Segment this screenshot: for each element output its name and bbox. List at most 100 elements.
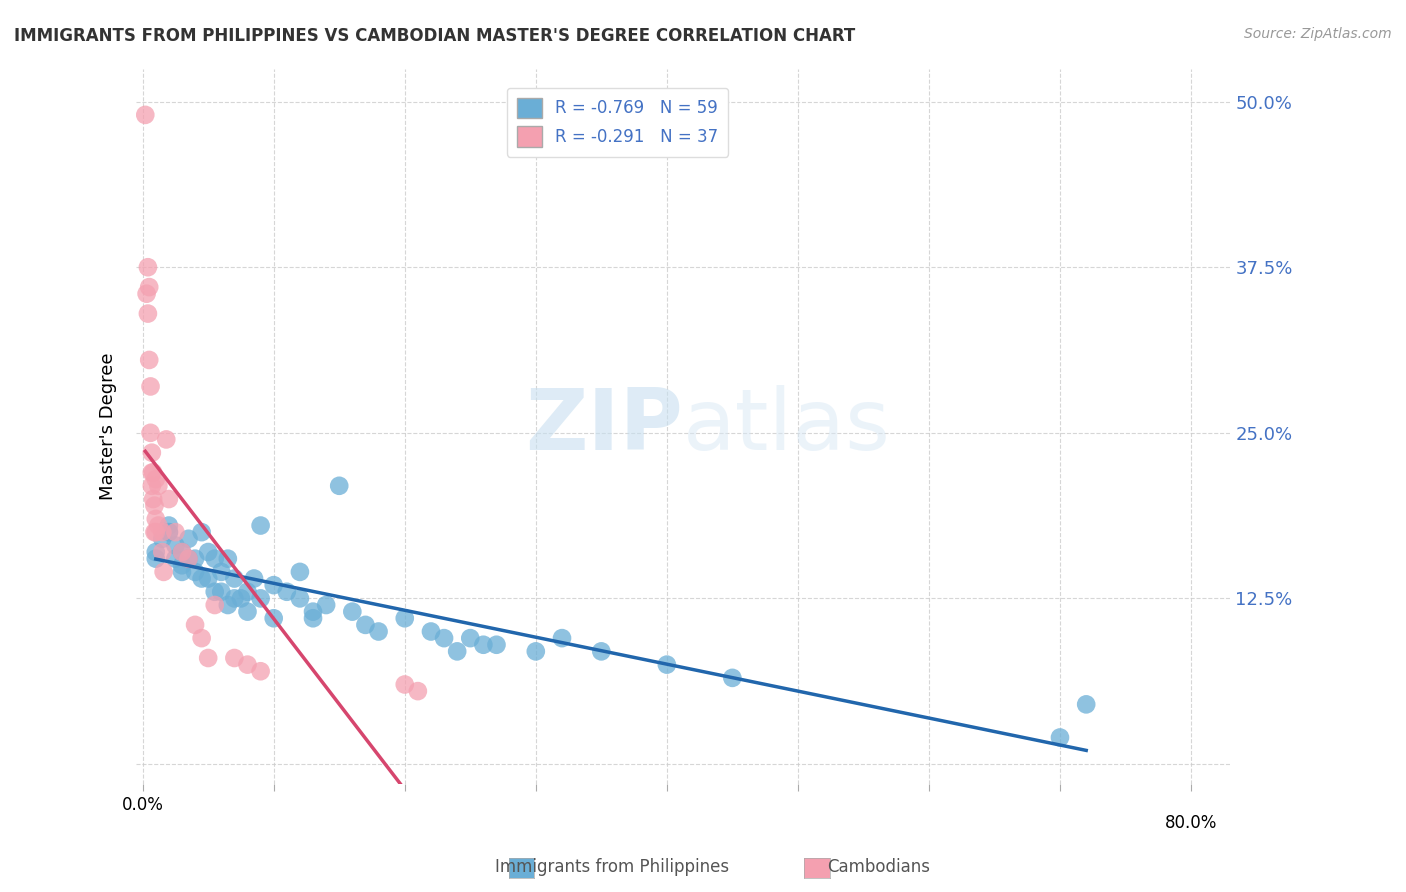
- Point: [204, 551, 226, 566]
- Point: [145, 525, 167, 540]
- Point: [276, 584, 298, 599]
- Point: [170, 545, 193, 559]
- Point: [420, 624, 443, 639]
- Point: [157, 518, 180, 533]
- Point: [367, 624, 389, 639]
- Point: [249, 518, 271, 533]
- Point: [184, 565, 207, 579]
- Point: [145, 512, 167, 526]
- Point: [197, 651, 219, 665]
- Point: [190, 572, 212, 586]
- Point: [315, 598, 337, 612]
- Text: Cambodians: Cambodians: [827, 858, 931, 876]
- Point: [134, 108, 156, 122]
- Point: [190, 525, 212, 540]
- Point: [236, 605, 259, 619]
- Point: [229, 591, 252, 606]
- Point: [136, 260, 159, 275]
- Point: [236, 584, 259, 599]
- Point: [145, 545, 167, 559]
- Point: [143, 499, 166, 513]
- Point: [165, 551, 187, 566]
- Point: [485, 638, 508, 652]
- Point: [143, 525, 166, 540]
- Point: [209, 584, 232, 599]
- Point: [165, 538, 187, 552]
- Point: [591, 644, 613, 658]
- Point: [458, 631, 481, 645]
- Legend: R = -0.769   N = 59, R = -0.291   N = 37: R = -0.769 N = 59, R = -0.291 N = 37: [506, 87, 728, 157]
- Point: [224, 572, 246, 586]
- Point: [406, 684, 429, 698]
- Point: [170, 558, 193, 573]
- Point: [655, 657, 678, 672]
- Point: [138, 280, 160, 294]
- Point: [472, 638, 495, 652]
- Point: [157, 525, 180, 540]
- Point: [145, 472, 167, 486]
- Point: [190, 631, 212, 645]
- Point: [302, 611, 325, 625]
- Point: [342, 605, 364, 619]
- Point: [209, 565, 232, 579]
- Point: [721, 671, 744, 685]
- Point: [394, 611, 416, 625]
- Point: [177, 532, 200, 546]
- Point: [288, 565, 311, 579]
- Point: [551, 631, 574, 645]
- Point: [224, 591, 246, 606]
- Y-axis label: Master's Degree: Master's Degree: [100, 352, 117, 500]
- Point: [135, 286, 157, 301]
- Text: Source: ZipAtlas.com: Source: ZipAtlas.com: [1244, 27, 1392, 41]
- Point: [136, 307, 159, 321]
- Point: [288, 591, 311, 606]
- Point: [141, 466, 163, 480]
- Point: [150, 525, 173, 540]
- Point: [157, 491, 180, 506]
- Point: [150, 532, 173, 546]
- Point: [142, 491, 165, 506]
- Point: [1076, 698, 1098, 712]
- Point: [142, 466, 165, 480]
- Point: [197, 572, 219, 586]
- Point: [197, 545, 219, 559]
- Point: [433, 631, 456, 645]
- Point: [446, 644, 468, 658]
- Text: atlas: atlas: [683, 384, 891, 467]
- Point: [177, 551, 200, 566]
- Point: [148, 518, 170, 533]
- Point: [138, 353, 160, 368]
- Point: [170, 545, 193, 559]
- Point: [328, 479, 350, 493]
- Point: [170, 565, 193, 579]
- Point: [177, 551, 200, 566]
- Point: [217, 598, 239, 612]
- Point: [184, 618, 207, 632]
- Point: [145, 551, 167, 566]
- Text: IMMIGRANTS FROM PHILIPPINES VS CAMBODIAN MASTER'S DEGREE CORRELATION CHART: IMMIGRANTS FROM PHILIPPINES VS CAMBODIAN…: [14, 27, 855, 45]
- Point: [141, 445, 163, 459]
- Point: [139, 379, 162, 393]
- Point: [263, 611, 285, 625]
- Point: [148, 479, 170, 493]
- Point: [152, 565, 174, 579]
- Point: [165, 525, 187, 540]
- Text: ZIP: ZIP: [526, 384, 683, 467]
- Point: [524, 644, 547, 658]
- Point: [224, 651, 246, 665]
- Point: [249, 591, 271, 606]
- Point: [263, 578, 285, 592]
- Point: [236, 657, 259, 672]
- Point: [1049, 731, 1071, 745]
- Point: [139, 425, 162, 440]
- Point: [184, 551, 207, 566]
- Point: [302, 605, 325, 619]
- Point: [394, 677, 416, 691]
- Point: [141, 479, 163, 493]
- Point: [243, 572, 266, 586]
- Point: [150, 545, 173, 559]
- Point: [157, 525, 180, 540]
- Text: 80.0%: 80.0%: [1164, 814, 1218, 832]
- Point: [204, 584, 226, 599]
- Point: [354, 618, 377, 632]
